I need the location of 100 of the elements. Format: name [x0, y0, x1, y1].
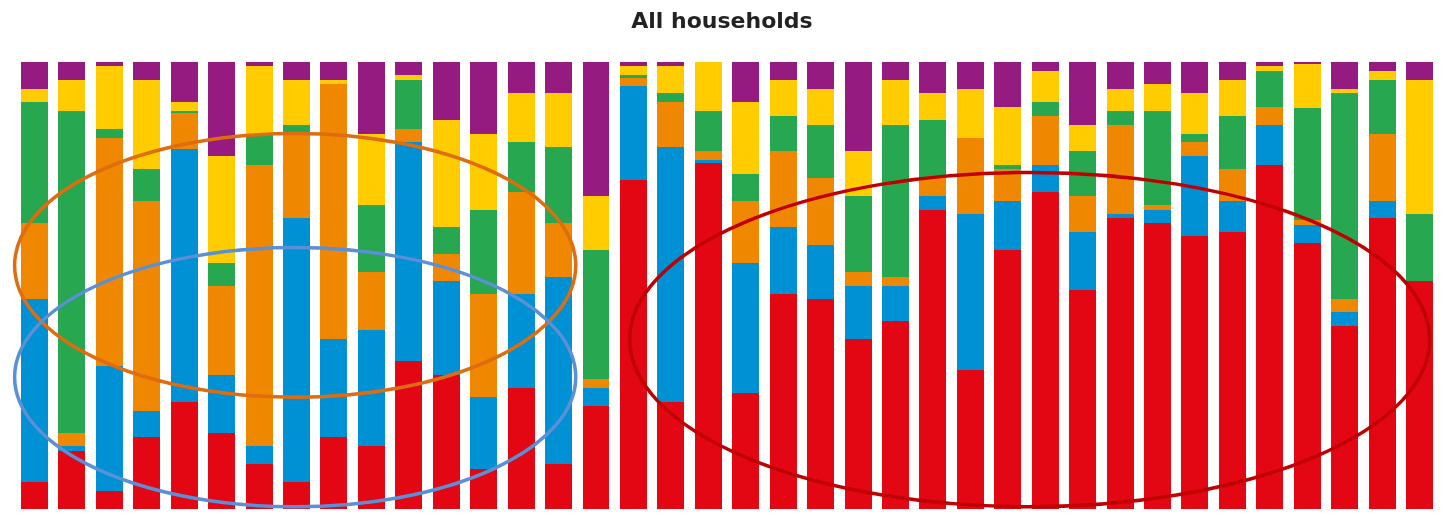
bar — [58, 433, 86, 447]
bar — [133, 410, 161, 438]
bar — [245, 464, 273, 509]
bar — [1293, 224, 1321, 243]
bar — [432, 227, 460, 255]
bar — [58, 450, 86, 509]
bar — [133, 169, 161, 201]
bar — [20, 62, 48, 89]
bar — [582, 406, 610, 509]
bar — [1406, 213, 1434, 282]
bar — [582, 388, 610, 407]
bar — [545, 276, 573, 465]
bar — [20, 222, 48, 299]
bar — [1181, 133, 1209, 143]
bar — [919, 62, 947, 94]
bar — [694, 160, 722, 163]
bar — [1293, 242, 1321, 509]
bar — [1256, 70, 1284, 107]
bar — [582, 249, 610, 380]
bar — [881, 321, 909, 509]
bar — [357, 446, 385, 509]
bar — [619, 62, 647, 67]
bar — [1031, 191, 1059, 509]
bar — [1218, 62, 1246, 80]
bar — [1069, 231, 1097, 290]
bar — [956, 370, 984, 509]
bar — [170, 112, 198, 149]
bar — [58, 111, 86, 434]
bar — [1368, 79, 1396, 134]
bar — [20, 482, 48, 509]
bar — [283, 218, 310, 483]
bar — [732, 263, 760, 393]
bar — [881, 79, 909, 125]
bar — [807, 298, 835, 509]
bar — [1031, 70, 1059, 103]
bar — [395, 361, 423, 509]
bar — [1106, 88, 1134, 112]
bar — [470, 62, 498, 134]
bar — [20, 102, 48, 223]
bar — [283, 133, 310, 219]
bar — [1293, 63, 1321, 109]
bar — [95, 137, 123, 366]
bar — [170, 401, 198, 509]
bar — [1144, 111, 1171, 206]
bar — [320, 62, 348, 80]
bar — [245, 446, 273, 465]
bar — [881, 124, 909, 277]
bar — [956, 88, 984, 138]
bar — [545, 222, 573, 277]
bar — [1181, 236, 1209, 509]
bar — [657, 102, 685, 147]
bar — [470, 133, 498, 210]
bar — [208, 374, 236, 434]
bar — [619, 180, 647, 509]
bar — [844, 151, 872, 197]
bar — [470, 294, 498, 398]
bar — [1256, 66, 1284, 71]
bar — [1331, 298, 1359, 313]
bar — [133, 79, 161, 170]
bar — [1181, 62, 1209, 94]
bar — [170, 62, 198, 103]
bar — [844, 285, 872, 340]
bar — [657, 62, 685, 67]
bar — [1331, 93, 1359, 299]
bar — [245, 164, 273, 447]
bar — [1406, 281, 1434, 509]
bar — [919, 209, 947, 509]
bar — [619, 75, 647, 78]
bar — [657, 93, 685, 103]
bar — [1256, 124, 1284, 165]
bar — [769, 151, 797, 228]
bar — [208, 433, 236, 509]
bar — [1218, 115, 1246, 170]
bar — [769, 115, 797, 152]
bar — [657, 66, 685, 94]
bar — [732, 102, 760, 174]
bar — [432, 374, 460, 509]
bar — [619, 77, 647, 87]
bar — [1144, 62, 1171, 85]
bar — [20, 298, 48, 483]
bar — [208, 285, 236, 375]
bar — [1069, 124, 1097, 152]
bar — [283, 79, 310, 125]
bar — [1144, 205, 1171, 210]
bar — [1368, 62, 1396, 71]
bar — [470, 397, 498, 469]
bar — [20, 88, 48, 103]
bar — [769, 227, 797, 295]
bar — [694, 162, 722, 509]
bar — [694, 111, 722, 152]
bar — [994, 62, 1022, 107]
bar — [769, 79, 797, 116]
bar — [1218, 231, 1246, 509]
bar — [694, 62, 722, 112]
bar — [919, 196, 947, 210]
bar — [432, 120, 460, 228]
bar — [208, 263, 236, 286]
bar — [95, 491, 123, 509]
bar — [919, 93, 947, 121]
bar — [545, 464, 573, 509]
